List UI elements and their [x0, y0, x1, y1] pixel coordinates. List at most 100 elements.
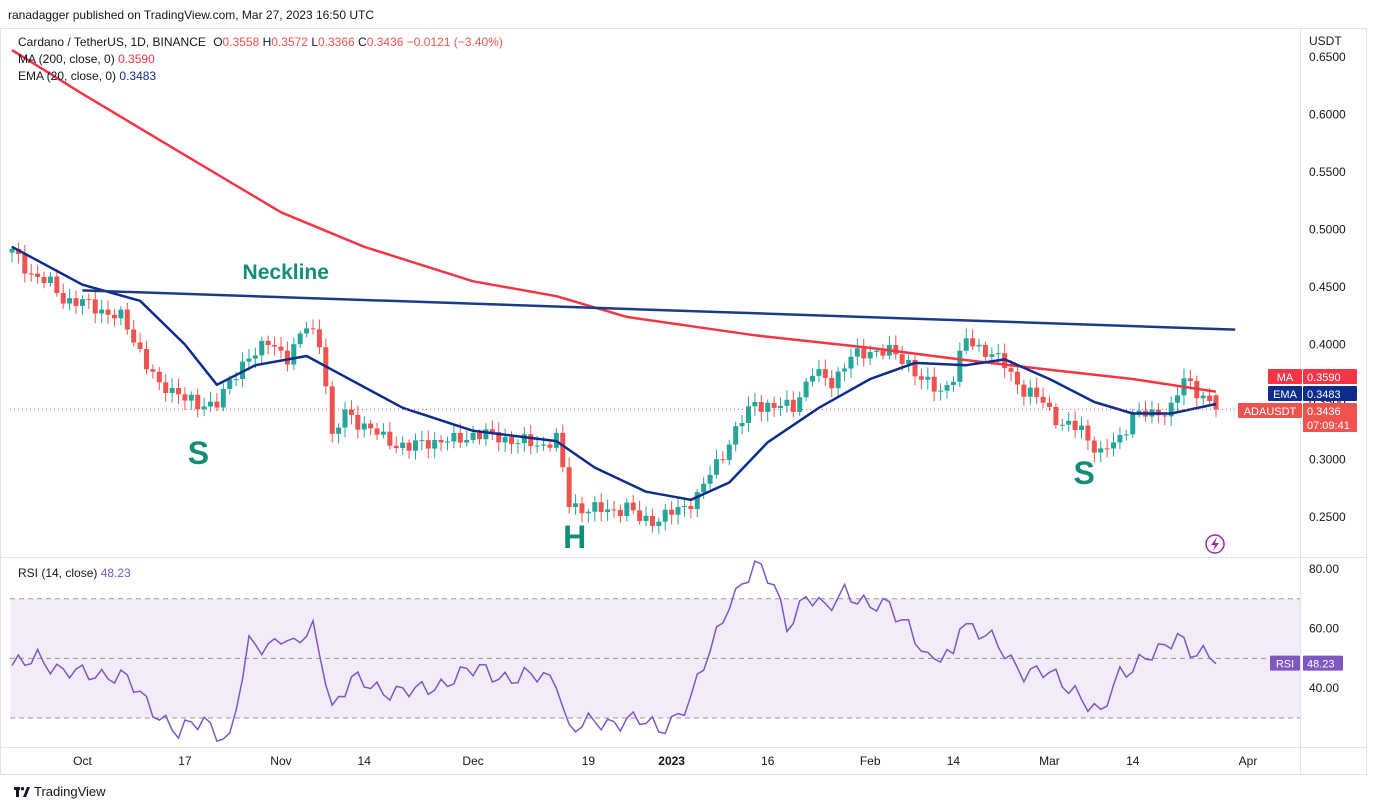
candle[interactable] — [1066, 412, 1072, 432]
candle[interactable] — [694, 488, 700, 518]
ma-price-tag[interactable]: MA 0.3590 — [1268, 369, 1357, 384]
candle[interactable] — [41, 271, 47, 289]
candle[interactable] — [1079, 416, 1085, 439]
candle[interactable] — [585, 508, 591, 523]
candle[interactable] — [9, 246, 15, 263]
candle[interactable] — [169, 378, 175, 403]
candle[interactable] — [745, 396, 751, 432]
candle[interactable] — [1059, 418, 1065, 431]
candle[interactable] — [1072, 411, 1078, 439]
ema-legend[interactable]: EMA (20, close, 0) 0.3483 — [18, 69, 156, 83]
candle[interactable] — [1168, 396, 1174, 426]
ema-line[interactable] — [11, 245, 1217, 502]
price-axis[interactable]: USDT 0.6500 0.6000 0.5500 0.5000 0.4500 0.4000… — [1309, 34, 1346, 524]
candle[interactable] — [412, 433, 418, 460]
candle[interactable] — [1053, 403, 1059, 429]
candle[interactable] — [28, 263, 34, 282]
candle[interactable] — [624, 498, 630, 522]
candle[interactable] — [758, 395, 764, 422]
candle[interactable] — [854, 338, 860, 366]
candle[interactable] — [925, 367, 931, 390]
time-axis[interactable]: Oct 17 Nov 14 Dec 19 2023 16 Feb 14 Mar 14 Apr — [73, 754, 1257, 768]
candle[interactable] — [470, 425, 476, 444]
candle[interactable] — [1117, 427, 1123, 450]
candle[interactable] — [918, 368, 924, 390]
candle[interactable] — [1136, 402, 1142, 418]
candle[interactable] — [1014, 366, 1020, 395]
candle[interactable] — [355, 405, 361, 439]
candle[interactable] — [278, 336, 284, 359]
candle[interactable] — [547, 440, 553, 452]
candle[interactable] — [195, 388, 201, 418]
candle[interactable] — [816, 359, 822, 383]
symbol-title[interactable]: Cardano / TetherUS, 1D, BINANCE — [18, 35, 206, 49]
candle[interactable] — [92, 290, 98, 324]
candle[interactable] — [553, 427, 559, 452]
candle[interactable] — [810, 368, 816, 387]
candle[interactable] — [521, 427, 527, 453]
last-price-tag[interactable]: ADAUSDT 0.3436 07:09:41 — [1238, 403, 1357, 432]
candle[interactable] — [143, 341, 149, 375]
candle[interactable] — [771, 396, 777, 417]
candle[interactable] — [605, 499, 611, 522]
candle[interactable] — [938, 383, 944, 401]
candle[interactable] — [573, 494, 579, 516]
candle[interactable] — [297, 330, 303, 348]
candle[interactable] — [835, 367, 841, 398]
candle[interactable] — [150, 364, 156, 379]
candle[interactable] — [861, 339, 867, 367]
candles[interactable] — [9, 242, 1219, 534]
candle[interactable] — [976, 338, 982, 352]
candle[interactable] — [970, 329, 976, 351]
candle[interactable] — [188, 391, 194, 410]
candle[interactable] — [118, 306, 124, 326]
candle[interactable] — [617, 504, 623, 523]
candle[interactable] — [963, 328, 969, 355]
rsi-axis[interactable]: 80.00 60.00 40.00 — [1309, 562, 1339, 695]
candle[interactable] — [451, 424, 457, 449]
candle[interactable] — [304, 321, 310, 338]
candle[interactable] — [1085, 419, 1091, 451]
candle[interactable] — [15, 242, 21, 264]
candle[interactable] — [1034, 377, 1040, 404]
candle[interactable] — [726, 439, 732, 466]
candle[interactable] — [566, 457, 572, 514]
candle[interactable] — [22, 244, 28, 283]
candle[interactable] — [829, 370, 835, 398]
candle[interactable] — [54, 268, 60, 297]
candle[interactable] — [502, 428, 508, 452]
candle[interactable] — [265, 335, 271, 355]
candle[interactable] — [931, 367, 937, 402]
candle[interactable] — [176, 378, 182, 405]
ma-line[interactable] — [11, 49, 1217, 393]
candle[interactable] — [131, 320, 137, 347]
candle[interactable] — [137, 332, 143, 353]
candle[interactable] — [496, 422, 502, 452]
ema-price-tag[interactable]: EMA 0.3483 — [1268, 386, 1357, 401]
ma-legend[interactable]: MA (200, close, 0) 0.3590 — [18, 52, 155, 66]
candle[interactable] — [374, 422, 380, 441]
candle[interactable] — [886, 335, 892, 360]
candle[interactable] — [105, 300, 111, 324]
candle[interactable] — [822, 359, 828, 386]
lightning-icon[interactable] — [1205, 534, 1225, 554]
candle[interactable] — [1200, 391, 1206, 406]
candle[interactable] — [982, 341, 988, 364]
candle[interactable] — [707, 465, 713, 490]
candle[interactable] — [86, 293, 92, 309]
candle[interactable] — [906, 354, 912, 372]
candle[interactable] — [1143, 400, 1149, 422]
candle[interactable] — [579, 496, 585, 523]
candle[interactable] — [432, 431, 438, 459]
candle[interactable] — [803, 377, 809, 401]
candle[interactable] — [400, 436, 406, 455]
candle[interactable] — [1091, 436, 1097, 463]
candle[interactable] — [1149, 400, 1155, 424]
candle[interactable] — [1098, 441, 1104, 463]
candle[interactable] — [361, 416, 367, 438]
candle[interactable] — [387, 421, 393, 450]
candle[interactable] — [220, 383, 226, 412]
candle[interactable] — [611, 501, 617, 518]
rsi-value-tag[interactable]: RSI 48.23 — [1270, 655, 1343, 671]
